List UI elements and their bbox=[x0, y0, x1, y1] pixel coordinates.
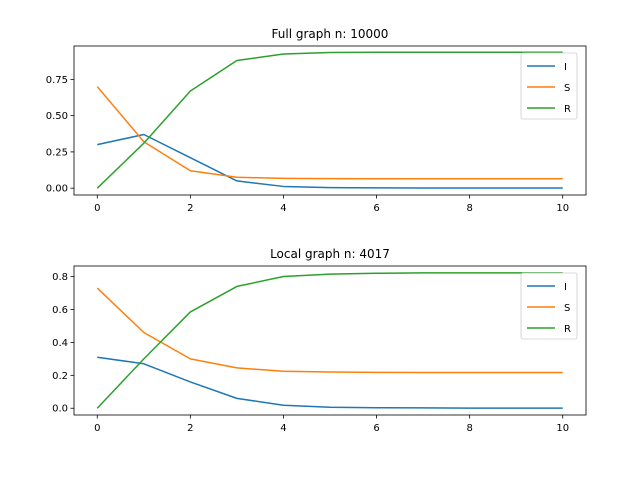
y-tick-label: 0.75 bbox=[46, 75, 68, 86]
series-line-i bbox=[97, 133, 563, 189]
x-tick-label: 6 bbox=[373, 423, 379, 434]
axes-frame bbox=[73, 265, 587, 416]
series-line-r bbox=[96, 51, 563, 189]
x-tick-label: 10 bbox=[556, 423, 569, 434]
legend: ISR bbox=[520, 272, 578, 340]
series-line-s bbox=[96, 287, 563, 374]
series-line-r bbox=[96, 272, 563, 409]
series-line-s bbox=[96, 86, 563, 180]
series-line-i bbox=[97, 356, 563, 409]
y-tick-label: 0.50 bbox=[46, 111, 68, 122]
legend-box bbox=[520, 52, 578, 120]
chart-full-graph: Full graph n: 10000 0 2 4 6 8 10 0.00 0.25 0.50 0.… bbox=[46, 27, 587, 214]
x-tick-label: 8 bbox=[466, 203, 472, 214]
y-tick-label: 0.0 bbox=[52, 404, 68, 415]
chart-title: Local graph n: 4017 bbox=[270, 247, 390, 261]
y-tick-label: 0.2 bbox=[52, 371, 68, 382]
x-tick-label: 6 bbox=[373, 203, 379, 214]
y-tick-label: 0.4 bbox=[52, 338, 68, 349]
y-tick-label: 0.6 bbox=[52, 305, 68, 316]
y-tick-label: 0.25 bbox=[46, 147, 68, 158]
x-tick-label: 10 bbox=[556, 203, 569, 214]
x-tick-label: 0 bbox=[94, 423, 100, 434]
chart-title: Full graph n: 10000 bbox=[272, 27, 389, 41]
x-tick-label: 0 bbox=[94, 203, 100, 214]
legend-label-r: R bbox=[564, 104, 571, 115]
legend-label-s: S bbox=[564, 303, 570, 314]
legend-label-i: I bbox=[564, 62, 567, 73]
x-tick-label: 4 bbox=[280, 423, 286, 434]
legend-label-r: R bbox=[564, 324, 571, 335]
legend: ISR bbox=[520, 52, 578, 120]
x-tick-label: 8 bbox=[466, 423, 472, 434]
legend-label-s: S bbox=[564, 83, 570, 94]
axes-frame bbox=[73, 45, 587, 196]
legend-label-i: I bbox=[564, 282, 567, 293]
chart-local-graph: Local graph n: 4017 0 2 4 6 8 10 0.0 0.2 0.4 0.6 0.… bbox=[52, 247, 587, 434]
x-tick-label: 2 bbox=[187, 203, 193, 214]
legend-box bbox=[520, 272, 578, 340]
x-tick-label: 4 bbox=[280, 203, 286, 214]
y-tick-label: 0.8 bbox=[52, 272, 68, 283]
y-tick-label: 0.00 bbox=[46, 184, 68, 195]
x-tick-label: 2 bbox=[187, 423, 193, 434]
